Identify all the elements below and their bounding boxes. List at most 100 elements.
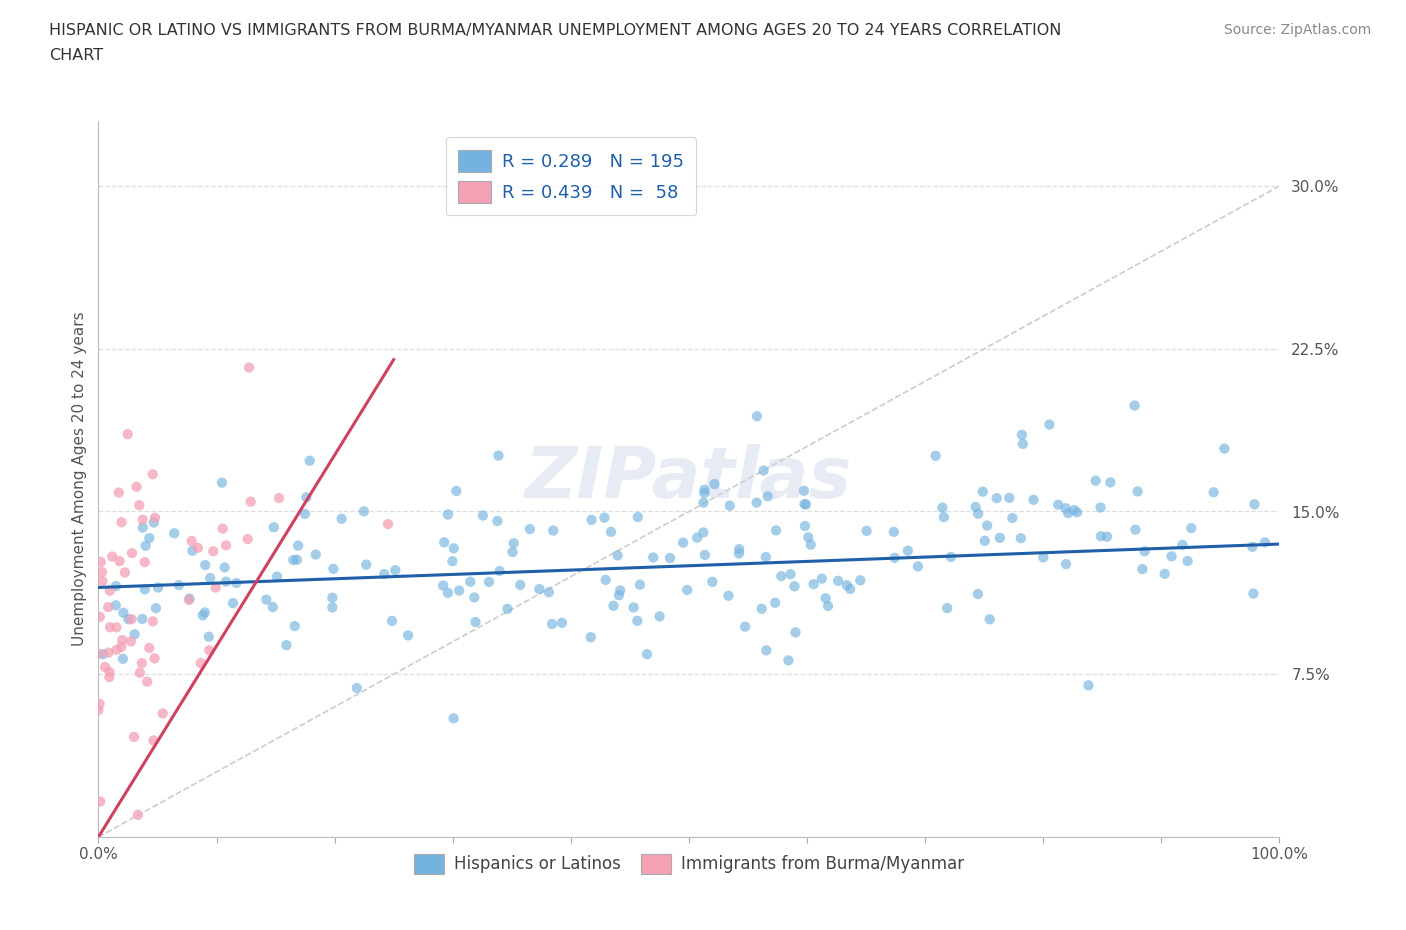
Point (541, 523, 564, 538)
Point (793, 484, 815, 498)
Point (215, 538, 238, 552)
Point (800, 538, 823, 552)
Point (1171, 538, 1194, 552)
Point (1243, 497, 1265, 512)
Point (214, 560, 236, 575)
Point (87, 703, 110, 718)
Point (433, 535, 456, 550)
Point (114, 565, 136, 580)
Point (87, 646, 110, 661)
Point (262, 600, 284, 615)
Point (98, 619, 121, 634)
Point (449, 583, 471, 598)
Point (98, 665, 121, 680)
Point (1180, 521, 1202, 536)
Point (986, 491, 1008, 506)
Point (446, 484, 468, 498)
Point (98, 670, 121, 684)
Point (321, 600, 343, 615)
Point (756, 489, 779, 504)
Point (793, 497, 815, 512)
Point (1054, 500, 1077, 515)
Point (897, 543, 920, 558)
Point (132, 520, 155, 535)
Point (779, 566, 801, 581)
Point (298, 453, 321, 468)
Point (628, 578, 651, 592)
Point (295, 490, 318, 505)
Point (204, 580, 226, 595)
Point (519, 522, 541, 537)
Point (1010, 531, 1032, 546)
Point (728, 542, 751, 557)
Point (1054, 557, 1077, 572)
Point (138, 531, 160, 546)
Point (330, 512, 353, 526)
Point (626, 614, 648, 629)
Point (121, 612, 143, 627)
Point (1011, 436, 1033, 451)
Point (194, 605, 217, 620)
Point (1066, 505, 1088, 520)
Point (672, 535, 695, 550)
Point (509, 578, 531, 592)
Point (988, 530, 1011, 545)
Point (94, 659, 117, 674)
Point (190, 656, 212, 671)
Text: ZIPatlas: ZIPatlas (526, 445, 852, 513)
Point (537, 585, 560, 600)
Point (381, 614, 404, 629)
Point (967, 506, 990, 521)
Point (602, 598, 624, 613)
Point (129, 665, 152, 680)
Point (659, 551, 682, 565)
Point (181, 543, 204, 558)
Point (238, 360, 260, 375)
Point (932, 510, 955, 525)
Point (717, 589, 740, 604)
Point (600, 525, 623, 539)
Point (1099, 475, 1122, 490)
Point (593, 511, 616, 525)
Point (471, 508, 494, 523)
Point (783, 578, 806, 593)
Point (998, 490, 1021, 505)
Point (755, 643, 778, 658)
Point (142, 515, 165, 530)
Point (110, 640, 132, 655)
Point (179, 591, 201, 606)
Point (108, 553, 131, 568)
Point (794, 519, 817, 534)
Point (377, 517, 399, 532)
Point (432, 578, 454, 593)
Text: CHART: CHART (49, 48, 103, 63)
Point (131, 512, 153, 527)
Point (751, 602, 773, 617)
Point (1254, 535, 1277, 550)
Point (734, 619, 756, 634)
Point (437, 585, 460, 600)
Point (198, 643, 221, 658)
Point (104, 578, 127, 593)
Point (125, 479, 148, 494)
Point (676, 582, 699, 597)
Point (211, 521, 233, 536)
Point (1090, 529, 1112, 544)
Point (464, 615, 486, 630)
Point (686, 530, 709, 545)
Point (180, 534, 202, 549)
Point (187, 540, 209, 555)
Point (541, 617, 564, 631)
Point (1160, 549, 1182, 564)
Point (142, 733, 165, 748)
Point (283, 552, 305, 567)
Point (607, 588, 630, 603)
Point (134, 582, 156, 597)
Point (924, 448, 946, 463)
Point (936, 601, 959, 616)
Point (239, 494, 262, 509)
Point (110, 515, 132, 530)
Point (122, 729, 145, 744)
Point (89, 697, 111, 711)
Point (1063, 503, 1085, 518)
